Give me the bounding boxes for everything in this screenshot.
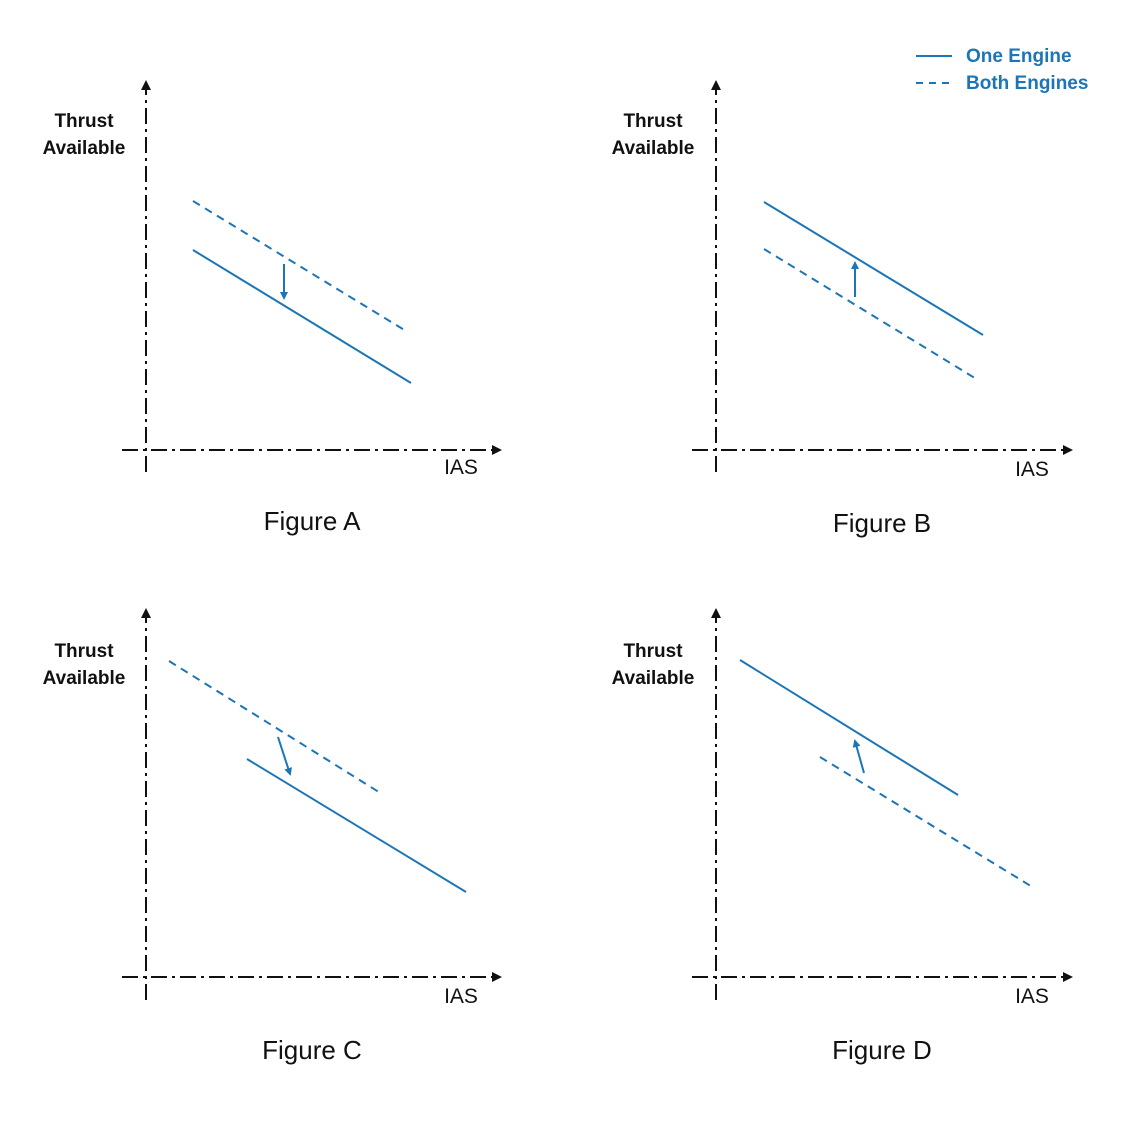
both-engines-line (763, 248, 979, 381)
one-engine-line (246, 758, 467, 893)
figure-caption: Figure D (832, 1035, 932, 1065)
y-axis-label-line2: Available (43, 138, 126, 159)
both-engines-line (192, 200, 407, 332)
figure-d: Thrust Available IAS Figure D (612, 608, 1073, 1065)
figure-c: Thrust Available IAS Figure C (43, 608, 502, 1065)
x-axis-label: IAS (1015, 985, 1049, 1008)
figure-caption: Figure B (833, 508, 931, 538)
y-axis-label-line2: Available (612, 138, 695, 159)
figure-b: Thrust Available IAS Figure B (612, 80, 1073, 538)
figure-caption: Figure C (262, 1035, 362, 1065)
y-axis-label-line1: Thrust (54, 111, 114, 132)
legend-label-both-engines: Both Engines (966, 73, 1088, 94)
x-axis-label: IAS (1015, 458, 1049, 481)
legend-label-one-engine: One Engine (966, 46, 1072, 67)
both-engines-line (168, 660, 383, 795)
one-engine-line (739, 659, 959, 796)
legend: One Engine Both Engines (916, 46, 1088, 94)
y-axis-label-line1: Thrust (623, 111, 683, 132)
y-axis-label-line2: Available (43, 668, 126, 689)
figure-a: Thrust Available IAS Figure A (43, 80, 502, 536)
one-engine-line (763, 201, 984, 336)
x-axis-label: IAS (444, 985, 478, 1008)
y-axis-label-line1: Thrust (623, 641, 683, 662)
shift-arrow-up (852, 739, 865, 774)
one-engine-line (192, 249, 412, 384)
x-axis-label: IAS (444, 456, 478, 479)
figure-caption: Figure A (264, 506, 361, 536)
y-axis-label-line1: Thrust (54, 641, 114, 662)
shift-arrow-down (277, 736, 292, 776)
y-axis-label-line2: Available (612, 668, 695, 689)
